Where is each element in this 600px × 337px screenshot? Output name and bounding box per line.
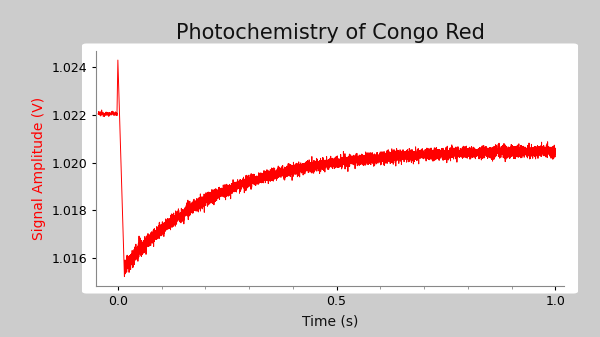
FancyBboxPatch shape [82,43,578,294]
Y-axis label: Signal Amplitude (V): Signal Amplitude (V) [32,97,46,240]
X-axis label: Time (s): Time (s) [302,314,358,328]
Title: Photochemistry of Congo Red: Photochemistry of Congo Red [176,24,484,43]
